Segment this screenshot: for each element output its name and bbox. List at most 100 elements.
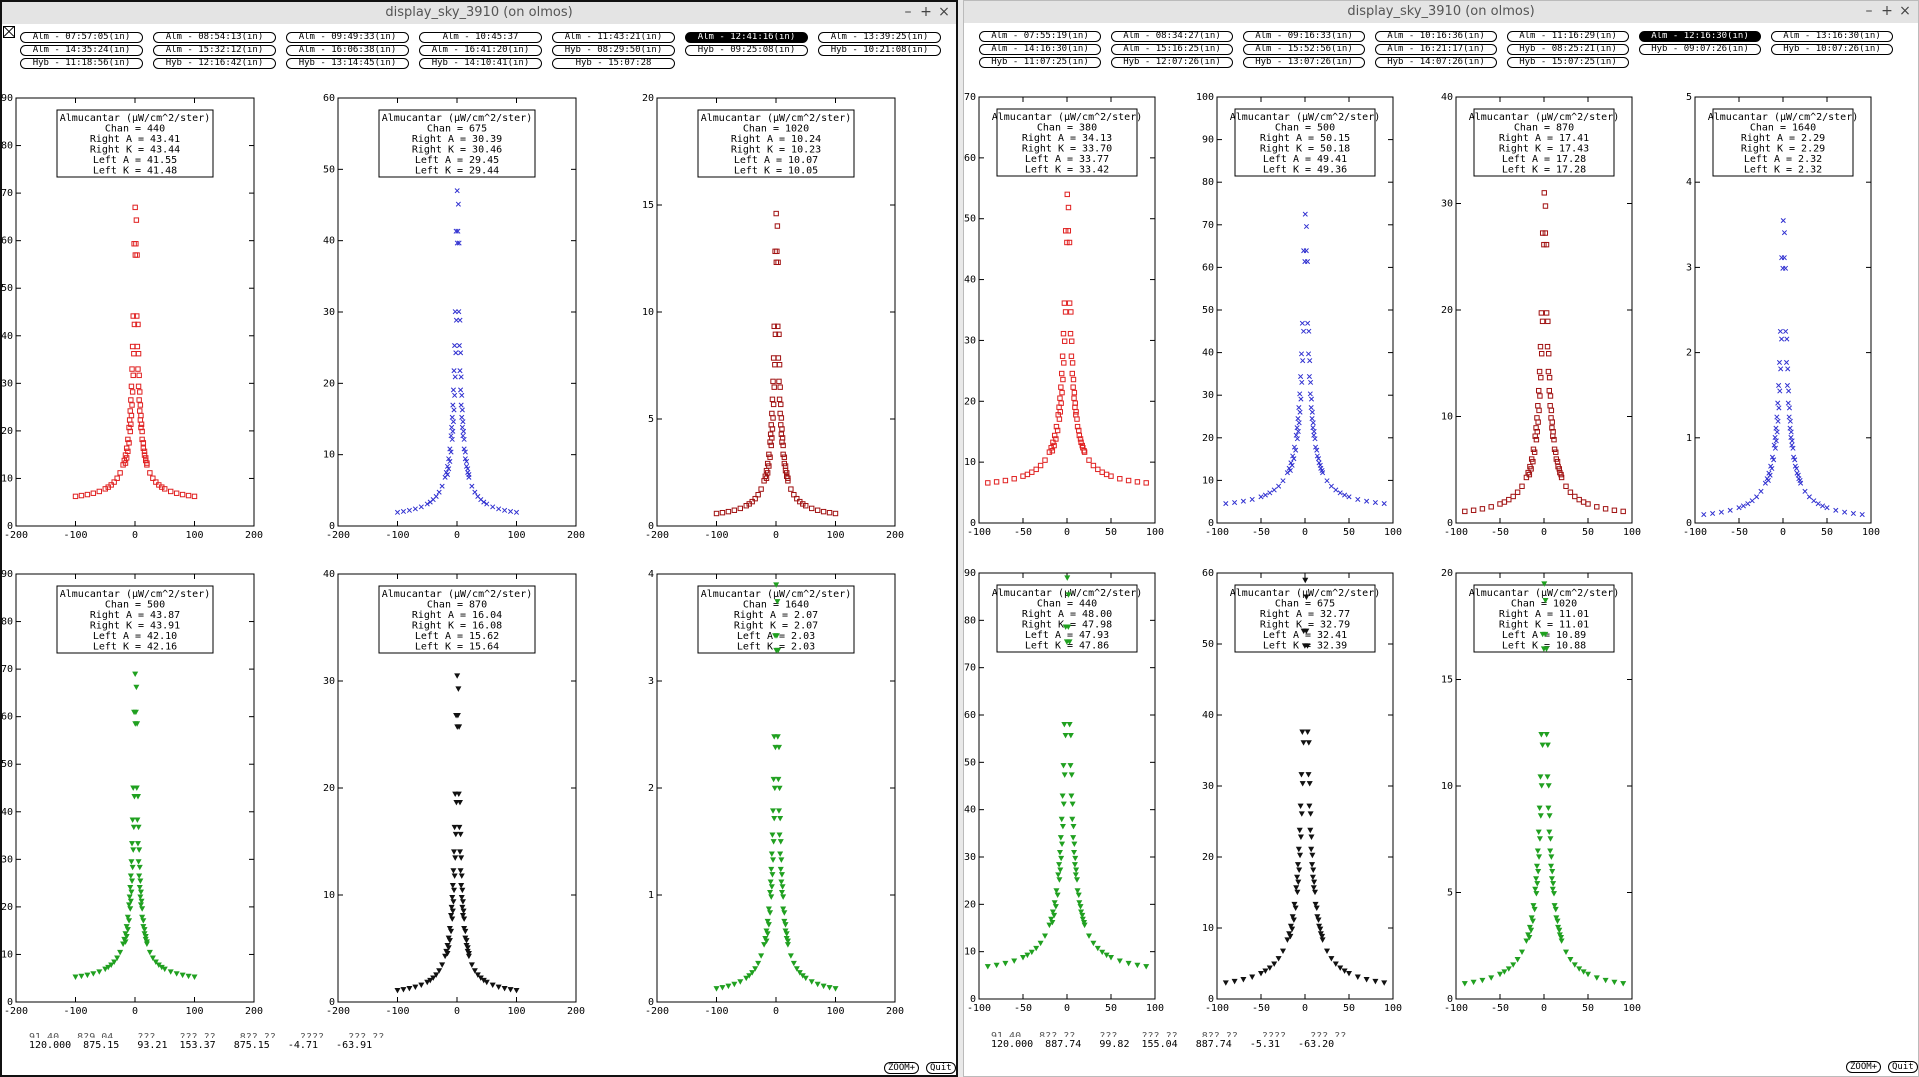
- time-button[interactable]: Hyb - 12:07:26(in): [1111, 57, 1233, 68]
- time-button[interactable]: Alm - 09:16:33(in): [1243, 31, 1365, 42]
- close-button[interactable]: ×: [1899, 3, 1911, 19]
- data-point: [1536, 836, 1543, 842]
- data-point: [1311, 879, 1318, 886]
- data-point: [129, 343, 136, 350]
- time-button[interactable]: Alm - 10:16:36(in): [1375, 31, 1497, 42]
- time-button[interactable]: Hyb - 13:07:26(in): [1243, 57, 1365, 68]
- time-button[interactable]: Hyb - 11:07:25(in): [979, 57, 1101, 68]
- data-point: [1776, 382, 1782, 389]
- data-point: [784, 938, 791, 944]
- time-button[interactable]: Hyb - 10:07:26(in): [1771, 44, 1893, 55]
- info-text: Left K = 33.42: [1025, 165, 1109, 176]
- time-button[interactable]: Alm - 09:49:33(in): [286, 32, 409, 43]
- time-button[interactable]: Alm - 07:57:05(in): [20, 32, 143, 43]
- data-point: [771, 815, 778, 822]
- zoom-button[interactable]: ZOOM+: [1846, 1061, 1882, 1073]
- data-point: [149, 955, 156, 961]
- time-button[interactable]: Alm - 16:06:38(in): [286, 45, 409, 56]
- minimize-button[interactable]: –: [1865, 3, 1873, 19]
- data-point: [778, 431, 785, 437]
- data-point: [1324, 478, 1330, 484]
- time-button[interactable]: Hyb - 14:10:41(in): [419, 58, 542, 69]
- quit-button[interactable]: Quit: [1888, 1061, 1918, 1073]
- time-button[interactable]: Hyb - 09:07:26(in): [1639, 44, 1761, 55]
- time-button[interactable]: Alm - 13:39:25(in): [818, 32, 941, 43]
- data-series: [1462, 190, 1626, 515]
- time-button[interactable]: Alm - 15:52:56(in): [1243, 44, 1365, 55]
- time-button[interactable]: Hyb - 15:07:25(in): [1507, 57, 1629, 68]
- time-button[interactable]: Alm - 14:35:24(in): [20, 45, 143, 56]
- time-button[interactable]: Hyb - 10:21:08(in): [818, 45, 941, 56]
- data-point: [138, 421, 145, 427]
- maximize-button[interactable]: +: [1881, 3, 1893, 19]
- x-tick-label: -50: [1491, 527, 1509, 538]
- time-button[interactable]: Alm - 11:16:29(in): [1507, 31, 1629, 42]
- time-button[interactable]: Alm - 13:16:30(in): [1771, 31, 1893, 42]
- data-point: [461, 916, 468, 922]
- time-button[interactable]: Alm - 12:41:16(in): [685, 32, 808, 43]
- time-button[interactable]: Alm - 10:45:37: [419, 32, 542, 43]
- data-point: [1537, 813, 1544, 819]
- data-point: [993, 479, 1000, 485]
- x-tick-label: 200: [245, 530, 263, 541]
- time-button[interactable]: Alm - 11:43:21(in): [552, 32, 675, 43]
- time-button[interactable]: Alm - 08:34:27(in): [1111, 31, 1233, 42]
- info-text: Right K = 16.08: [412, 621, 502, 632]
- data-point: [1066, 300, 1073, 306]
- time-button[interactable]: Alm - 16:21:17(in): [1375, 44, 1497, 55]
- y-tick-label: 0: [1208, 518, 1214, 529]
- time-button[interactable]: Hyb - 08:29:50(in): [552, 45, 675, 56]
- x-tick-label: 50: [1821, 527, 1833, 538]
- time-button[interactable]: Hyb - 11:18:56(in): [20, 58, 143, 69]
- data-point: [1306, 373, 1312, 380]
- data-point: [448, 913, 455, 919]
- data-point: [770, 378, 776, 385]
- data-point: [447, 446, 453, 452]
- close-button[interactable]: ×: [938, 4, 950, 20]
- data-point: [769, 832, 776, 838]
- time-button[interactable]: Alm - 16:41:20(in): [419, 45, 542, 56]
- time-button[interactable]: Alm - 07:55:19(in): [979, 31, 1101, 42]
- data-point: [1050, 439, 1056, 446]
- time-button[interactable]: Hyb - 08:25:21(in): [1507, 44, 1629, 55]
- data-point: [1070, 823, 1077, 830]
- y-tick-label: 20: [964, 396, 976, 407]
- x-tick-label: 50: [1343, 1003, 1355, 1014]
- y-tick-label: 3: [648, 676, 654, 687]
- time-button[interactable]: Hyb - 12:16:42(in): [153, 58, 276, 69]
- data-point: [461, 436, 467, 442]
- data-series: [1461, 581, 1627, 987]
- time-button[interactable]: Hyb - 13:14:45(in): [286, 58, 409, 69]
- time-button[interactable]: Hyb - 15:07:28: [552, 58, 675, 69]
- y-tick-label: 10: [642, 307, 654, 318]
- zoom-button[interactable]: ZOOM+: [884, 1062, 920, 1074]
- data-point: [767, 431, 774, 437]
- time-button[interactable]: Hyb - 09:25:08(in): [685, 45, 808, 56]
- data-point: [1461, 981, 1468, 987]
- time-button[interactable]: Alm - 12:16:30(in): [1639, 31, 1761, 42]
- time-button[interactable]: Hyb - 14:07:26(in): [1375, 57, 1497, 68]
- minimize-button[interactable]: –: [904, 4, 912, 20]
- info-text: Chan = 500: [1275, 123, 1335, 134]
- data-point: [134, 313, 140, 319]
- time-button[interactable]: Alm - 14:16:30(in): [979, 44, 1101, 55]
- data-point: [1056, 849, 1063, 856]
- info-box: [378, 585, 536, 654]
- time-button[interactable]: Alm - 08:54:13(in): [153, 32, 276, 43]
- y-tick-label: 50: [1, 759, 13, 770]
- data-point: [1593, 975, 1600, 981]
- time-button[interactable]: Alm - 15:32:12(in): [153, 45, 276, 56]
- quit-button[interactable]: Quit: [926, 1062, 956, 1074]
- data-point: [767, 890, 774, 896]
- data-point: [1061, 300, 1068, 306]
- data-point: [761, 478, 767, 484]
- data-point: [773, 647, 780, 654]
- data-point: [1024, 952, 1031, 959]
- data-point: [136, 847, 143, 853]
- readout-line-1: 91.40 8?9.04 ??? ???.?? 8??.?? ???? ???.…: [29, 1032, 385, 1038]
- data-point: [427, 499, 433, 505]
- plot-close-icon[interactable]: [3, 26, 15, 38]
- maximize-button[interactable]: +: [920, 4, 932, 20]
- data-point: [1074, 423, 1081, 430]
- time-button[interactable]: Alm - 15:16:25(in): [1111, 44, 1233, 55]
